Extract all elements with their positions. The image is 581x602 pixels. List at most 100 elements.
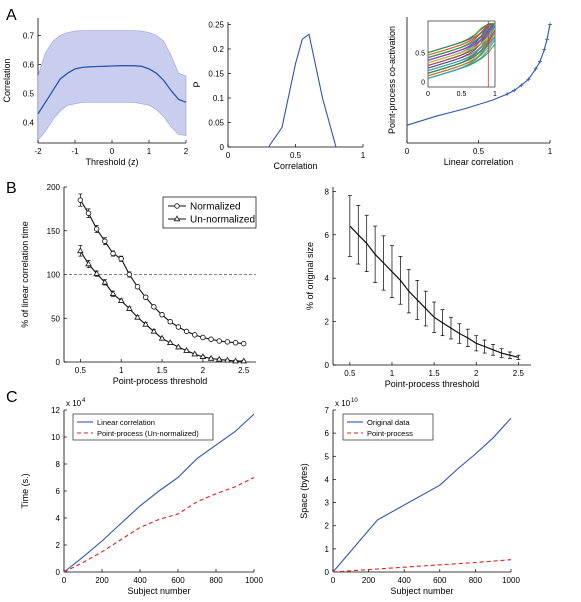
legend-label: Un-normalized — [190, 215, 255, 226]
x-tick-label: 1 — [390, 369, 395, 378]
x-tick-label: 600 — [433, 576, 447, 585]
x-tick-label: 0.5 — [75, 366, 87, 375]
x-tick-label: 0 — [62, 576, 67, 585]
y-tick-label: 4 — [325, 274, 330, 283]
x-axis-label: Subject number — [390, 586, 453, 596]
y-tick-label: 0.5 — [23, 90, 35, 99]
normalized-point — [192, 332, 198, 338]
normalized-point — [77, 197, 84, 203]
coactivation-marker — [512, 88, 517, 93]
x-tick-label: 600 — [171, 576, 185, 585]
axis-scale-exponent: 10 — [351, 398, 358, 404]
unnormalized-point — [117, 297, 125, 303]
x-tick-label: 0.5 — [473, 147, 485, 156]
y-tick-label: 100 — [47, 271, 61, 280]
y-tick-label: 200 — [47, 183, 61, 192]
x-axis-label: Point-process threshold — [385, 379, 480, 389]
inset-trace — [427, 28, 496, 64]
unnormalized-point — [134, 313, 141, 320]
coactivation-marker — [526, 77, 531, 82]
x-tick-label: 0.5 — [290, 151, 302, 160]
inset-trace — [427, 23, 496, 72]
inset-trace — [427, 23, 496, 79]
x-tick-label: -2 — [34, 147, 42, 156]
legend-marker — [174, 203, 180, 209]
unnormalized-point — [93, 270, 100, 276]
x-tick-label: 2 — [184, 147, 189, 156]
x-tick-label: -1 — [71, 147, 79, 156]
inset-y-tick-label: 0.5 — [415, 51, 425, 58]
unnormalized-point — [77, 247, 84, 254]
unnormalized-point — [175, 343, 182, 350]
space-chart: 0 200 400 600 800 1000 0 1 2 3 4 5 6 7 Subject number S… — [299, 398, 520, 596]
y-tick-label: 0 — [56, 568, 61, 577]
coactivation-marker — [533, 66, 538, 71]
y-tick-label: 2 — [325, 318, 330, 327]
y-tick-label: 12 — [51, 406, 60, 415]
x-tick-label: 1.5 — [156, 366, 168, 375]
y-axis-label: Point-process co-activation — [387, 26, 397, 134]
y-axis-label: Correlation — [2, 58, 12, 102]
inset-trace — [427, 23, 496, 67]
y-tick-label: 4 — [325, 475, 330, 484]
coactivation-marker — [537, 59, 542, 64]
unnormalized-point — [191, 350, 199, 357]
x-tick-label: 1 — [548, 147, 553, 156]
inset-trace — [427, 23, 496, 61]
normalized-point — [85, 210, 92, 216]
x-axis-label: Point-process threshold — [113, 376, 208, 386]
legend-box — [342, 413, 434, 441]
axis-scale-label: x 10 — [66, 399, 82, 408]
x-tick-label: 1000 — [245, 576, 263, 585]
normalized-point — [208, 336, 214, 342]
series-line — [332, 417, 512, 573]
y-tick-label: 4 — [56, 514, 61, 523]
coactivation-marker — [519, 83, 524, 88]
inset-trace — [427, 23, 495, 56]
x-axis-label: Subject number — [127, 586, 190, 596]
y-tick-label: 0.7 — [23, 31, 35, 40]
inset-trace — [427, 23, 496, 69]
panel-label-a: A — [6, 7, 17, 24]
normalized-point — [200, 334, 206, 341]
legend-label: Point-process (Un-normalized) — [97, 429, 199, 438]
normalized-point — [126, 271, 133, 278]
normalized-point — [93, 226, 100, 232]
coactivation-marker — [548, 22, 552, 27]
x-tick-label: 0 — [331, 576, 336, 585]
normalized-point — [134, 284, 141, 290]
x-axis-label: Linear correlation — [444, 157, 514, 167]
legend-marker — [173, 215, 181, 222]
x-tick-label: 1 — [361, 151, 366, 160]
y-tick-label: 5 — [325, 452, 330, 461]
time-chart: 0 200 400 600 800 1000 0 2 4 6 8 10 12 Subject number… — [20, 398, 263, 596]
y-tick-label: 0.05 — [208, 118, 224, 127]
coactivation-line — [406, 24, 551, 126]
inset-trace — [427, 23, 495, 54]
y-tick-label: 0 — [56, 358, 61, 367]
unnormalized-point — [199, 353, 207, 359]
inset-y-tick-label: 0 — [421, 79, 425, 86]
unnormalized-point — [240, 357, 248, 364]
y-tick-label: 0.1 — [213, 94, 225, 103]
original-size-chart: 0.5 1 1.5 2 2.5 0 2 4 6 8 Point-process threshold%… — [305, 187, 531, 389]
y-tick-label: 2 — [56, 541, 61, 550]
normalized-point — [241, 340, 247, 347]
inset-trace — [427, 24, 496, 74]
panel-label-c: C — [6, 389, 18, 406]
y-tick-label: 6 — [56, 487, 61, 496]
x-tick-label: 0.5 — [344, 369, 356, 378]
x-tick-label: 2.5 — [238, 366, 250, 375]
x-tick-label: 800 — [469, 576, 483, 585]
y-tick-label: 0.4 — [23, 119, 35, 128]
mean-line — [37, 65, 187, 115]
y-tick-label: 0 — [325, 361, 330, 370]
inset-x-tick-label: 0 — [426, 91, 430, 98]
unnormalized-point — [85, 260, 92, 267]
x-tick-label: 1.5 — [429, 369, 441, 378]
x-tick-label: 400 — [133, 576, 147, 585]
normalized-point — [118, 256, 124, 262]
x-tick-label: 2.5 — [513, 369, 525, 378]
y-tick-label: 0 — [220, 143, 225, 152]
coactivation-marker — [545, 37, 550, 42]
